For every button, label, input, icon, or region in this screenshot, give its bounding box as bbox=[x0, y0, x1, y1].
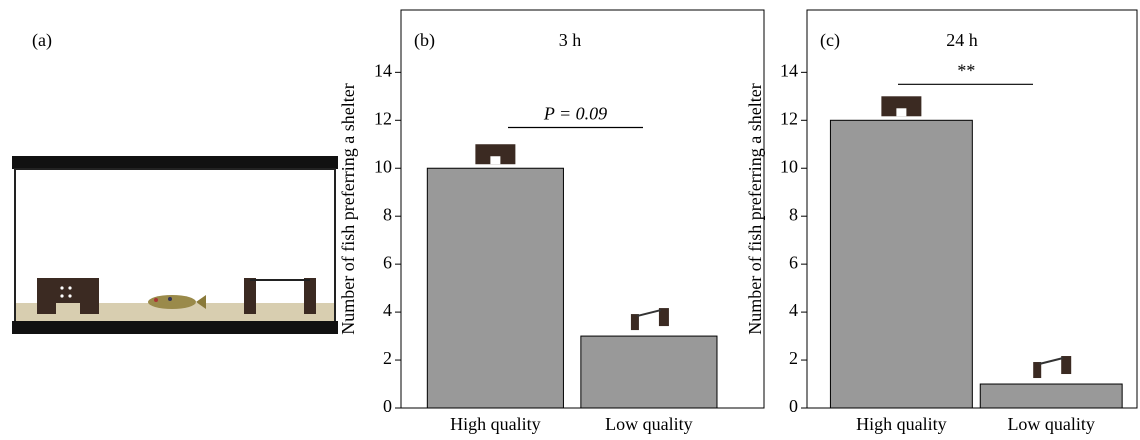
y-tick-label: 0 bbox=[383, 396, 392, 416]
y-tick-label: 0 bbox=[789, 396, 798, 416]
panel-title: 24 h bbox=[946, 30, 978, 50]
shelter-icon bbox=[631, 308, 669, 330]
bar bbox=[830, 120, 972, 408]
y-tick-label: 6 bbox=[383, 252, 392, 272]
y-tick-label: 14 bbox=[780, 60, 798, 80]
x-tick-label: High quality bbox=[450, 414, 541, 434]
x-tick-label: Low quality bbox=[605, 414, 693, 434]
panel-label: (c) bbox=[820, 30, 840, 51]
shelter-icon bbox=[475, 144, 515, 164]
y-tick-label: 2 bbox=[789, 348, 798, 368]
bar bbox=[980, 384, 1122, 408]
y-tick-label: 4 bbox=[383, 300, 392, 320]
y-tick-label: 14 bbox=[374, 60, 392, 80]
panel-label: (b) bbox=[414, 30, 435, 51]
x-tick-label: Low quality bbox=[1007, 414, 1095, 434]
y-axis-label: Number of fish preferring a shelter bbox=[338, 83, 358, 334]
annotation: P = 0.09 bbox=[543, 104, 607, 124]
shelter-icon bbox=[1033, 356, 1071, 378]
panel-label: (a) bbox=[32, 30, 52, 51]
shelter-rod bbox=[1039, 358, 1063, 364]
bar bbox=[581, 336, 717, 408]
y-tick-label: 8 bbox=[383, 204, 392, 224]
y-tick-label: 10 bbox=[780, 156, 798, 176]
panel-title: 3 h bbox=[559, 30, 582, 50]
y-tick-label: 12 bbox=[780, 108, 798, 128]
tank-illustration bbox=[12, 156, 338, 334]
y-tick-label: 8 bbox=[789, 204, 798, 224]
y-tick-label: 2 bbox=[383, 348, 392, 368]
shelter-icon bbox=[881, 96, 921, 116]
y-tick-label: 4 bbox=[789, 300, 798, 320]
y-axis-label: Number of fish preferring a shelter bbox=[745, 83, 765, 334]
figure: (a) 0 2 4 6 8 10 12 14 Number of fish preferring… bbox=[0, 0, 1140, 440]
y-tick-label: 10 bbox=[374, 156, 392, 176]
y-tick-label: 6 bbox=[789, 252, 798, 272]
shelter-rod bbox=[637, 310, 661, 316]
y-tick-label: 12 bbox=[374, 108, 392, 128]
annotation: ** bbox=[957, 60, 975, 80]
shelter-door bbox=[490, 156, 500, 164]
bar bbox=[427, 168, 563, 408]
x-tick-label: High quality bbox=[856, 414, 947, 434]
shelter-door bbox=[896, 108, 906, 116]
